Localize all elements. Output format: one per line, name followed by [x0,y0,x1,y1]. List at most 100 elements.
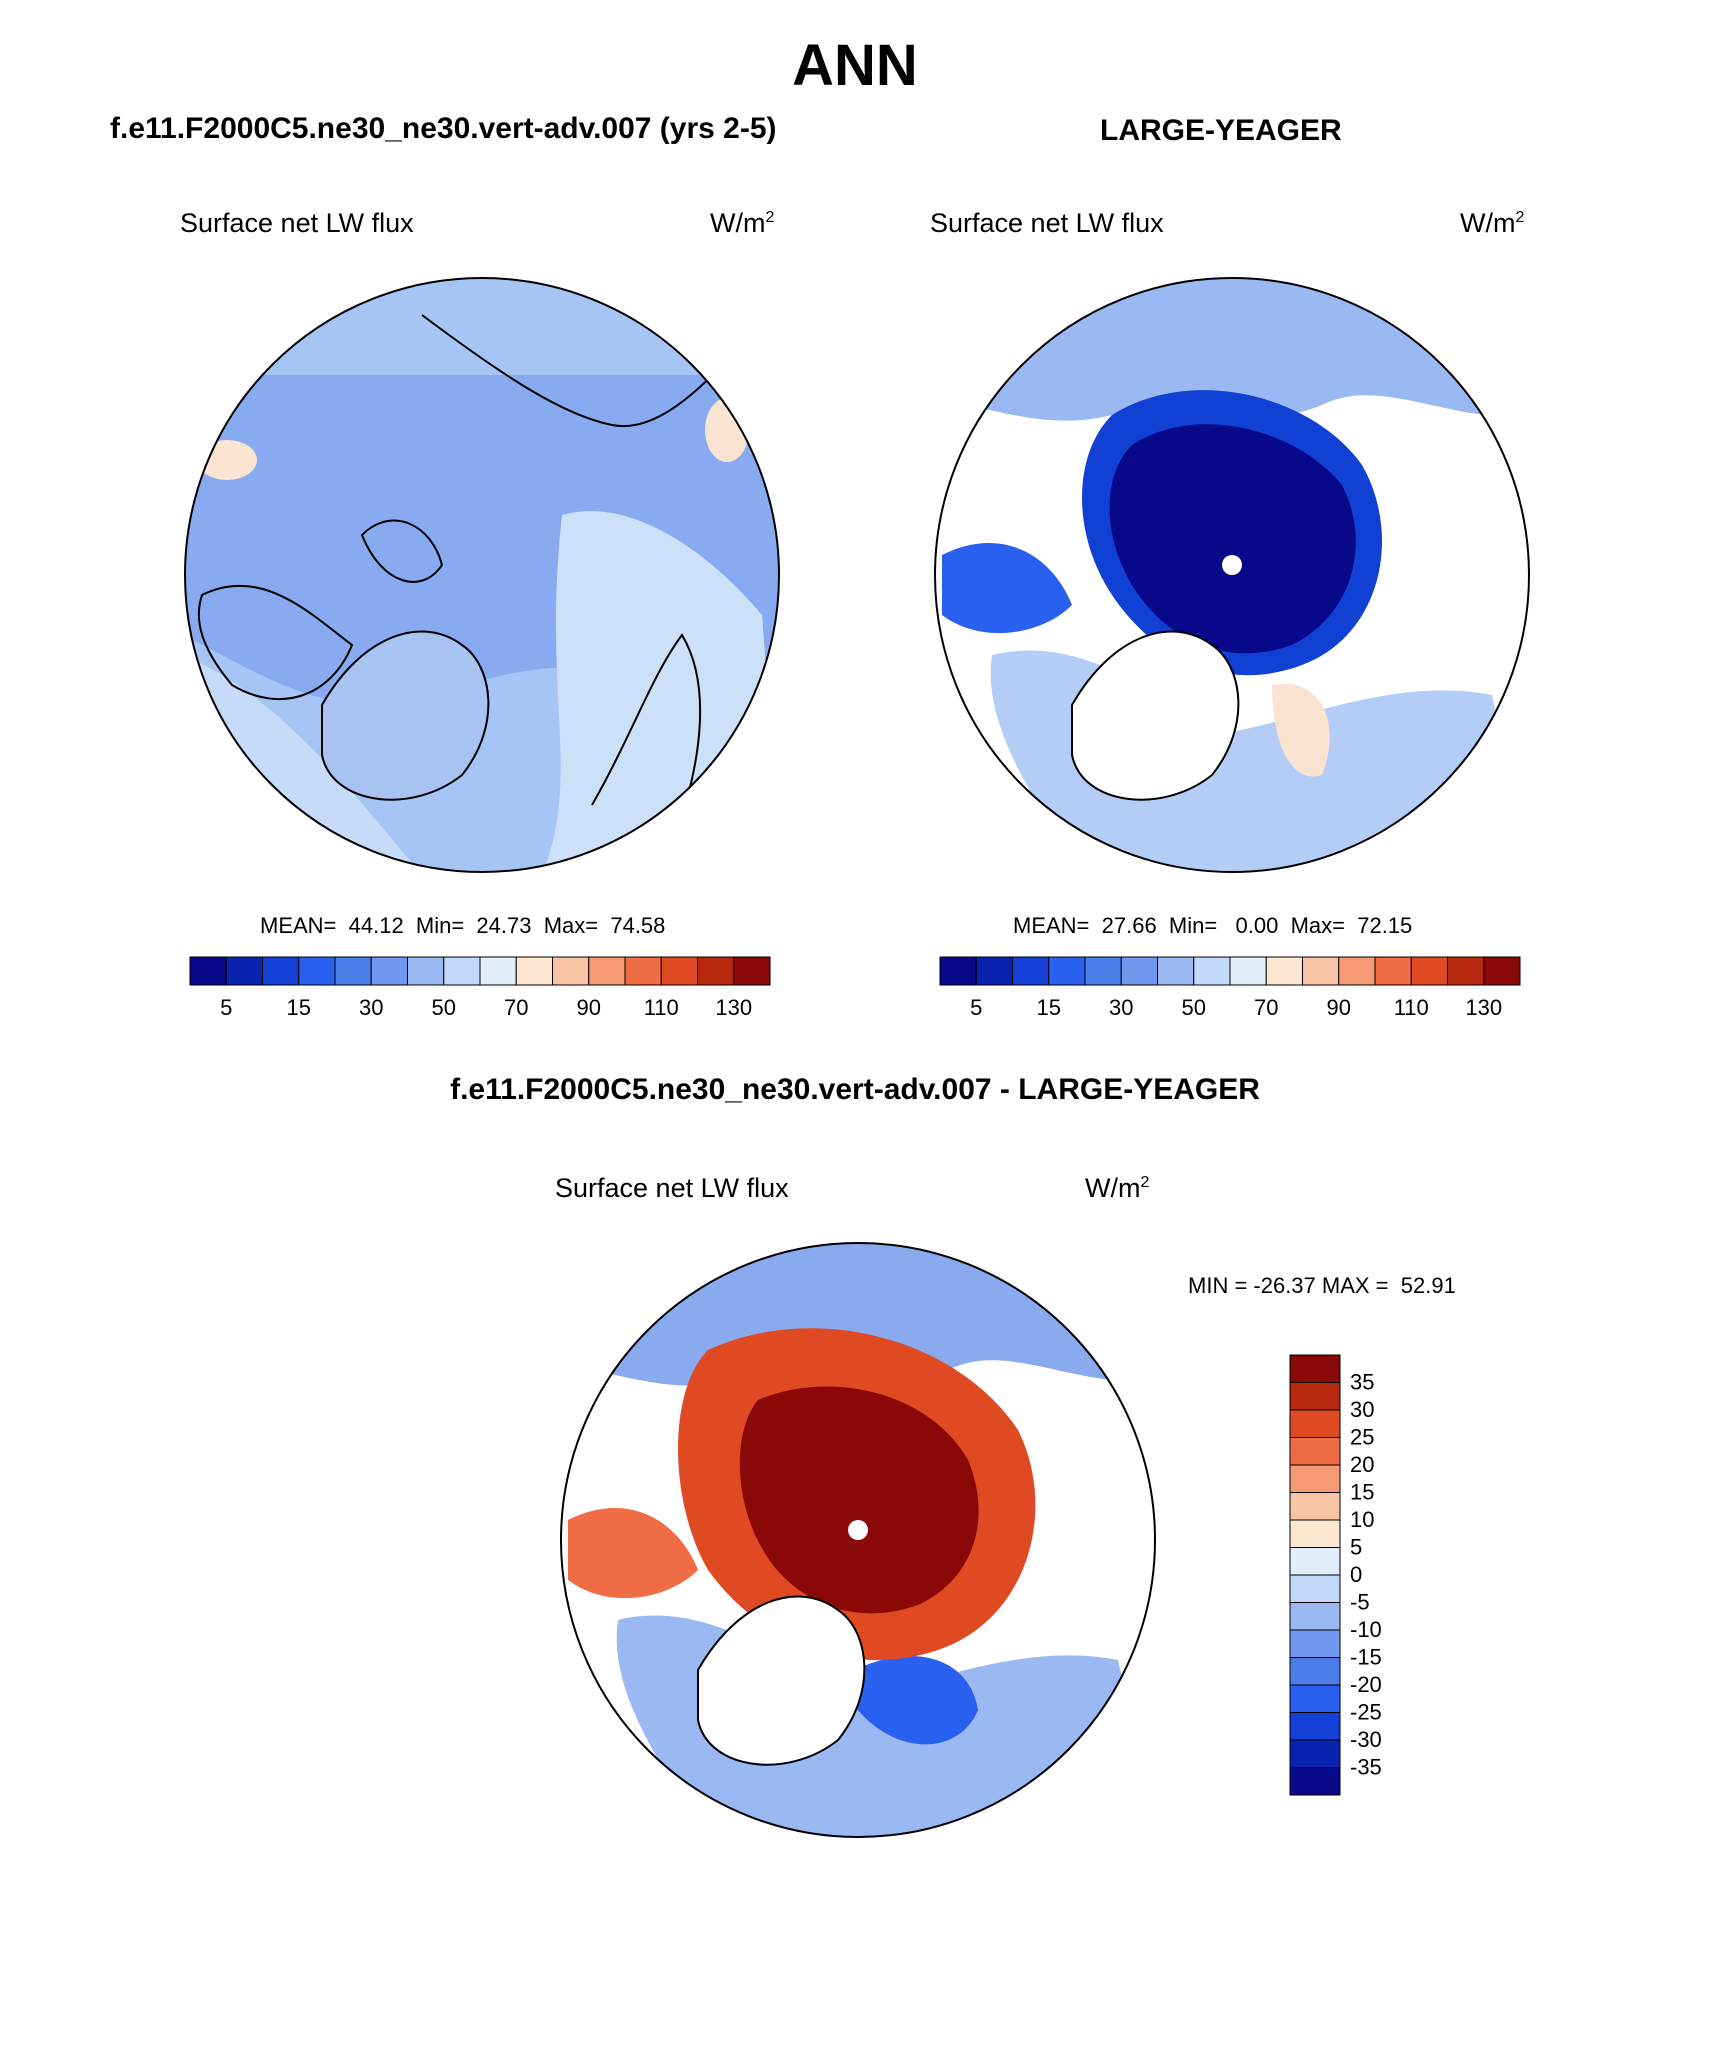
colorbar3-swatch [1289,1464,1341,1493]
colorbar1-swatch [515,956,553,986]
colorbar1-swatch [660,956,698,986]
colorbar2-swatch [1229,956,1267,986]
colorbar3-swatch [1289,1684,1341,1713]
colorbar3-tick-label: 25 [1350,1425,1374,1450]
colorbar1-swatch [624,956,662,986]
colorbar1-swatch [189,956,227,986]
panel1-units-label: W/m2 [710,208,775,238]
colorbar2-tick-label: 30 [1109,995,1133,1020]
colorbar2-tick-label: 70 [1254,995,1278,1020]
colorbar1-swatch [407,956,445,986]
map1-warm-spot-west [197,440,257,480]
panel2-stats: MEAN= 27.66 Min= 0.00 Max= 72.15 [1013,913,1413,938]
panel3-stats: MIN = -26.37 MAX = 52.91 [1188,1273,1456,1298]
colorbar1-swatch [733,956,771,986]
colorbar3-tick-label: -30 [1350,1727,1382,1752]
main-title: ANN [792,33,918,98]
colorbar3-swatch [1289,1602,1341,1631]
colorbar1-tick-label: 15 [287,995,311,1020]
colorbar2-swatch [1338,956,1376,986]
colorbar1-swatch [370,956,408,986]
colorbar3-tick-label: -5 [1350,1590,1370,1615]
colorbar1-tick-label: 5 [220,995,232,1020]
colorbar1-swatch [588,956,626,986]
colorbar1-tick-label: 90 [577,995,601,1020]
colorbar2-swatch [1120,956,1158,986]
panel2-units-label: W/m2 [1460,208,1525,238]
colorbar2-swatch [975,956,1013,986]
colorbar3-tick-label: -25 [1350,1700,1382,1725]
colorbar1-tick-label: 50 [432,995,456,1020]
panel2-variable-label: Surface net LW flux [930,208,1164,238]
colorbar3-swatch [1289,1354,1341,1383]
map2-ocean-warm [1272,683,1330,777]
colorbar2-tick-label: 90 [1327,995,1351,1020]
colorbar2-swatch [1084,956,1122,986]
colorbar3-tick-label: 5 [1350,1535,1362,1560]
colorbar3-swatch [1289,1767,1341,1796]
colorbar1-swatch [552,956,590,986]
map3-core-positive [739,1386,979,1614]
colorbar2-swatch [939,956,977,986]
colorbar1-swatch [697,956,735,986]
colorbar3-tick-label: 30 [1350,1397,1374,1422]
map3-pole-hole [848,1520,868,1540]
colorbar-panel2: 5 15 30 50 70 90 110 130 [939,956,1521,1020]
colorbar-panel1: 5 15 30 50 70 90 110 130 [189,956,771,1020]
colorbar2-swatch [1483,956,1521,986]
map3-norwegian-sea-negative [838,1656,978,1745]
right-panel-subtitle: LARGE-YEAGER [1100,114,1342,147]
map1-coast-scandinavia [591,633,702,846]
colorbar2-tick-label: 50 [1182,995,1206,1020]
map2-hudson-ice [942,543,1072,634]
colorbar3-swatch [1289,1712,1341,1741]
panel3-units-label: W/m2 [1085,1173,1150,1203]
map3-coast-greenland [697,1595,866,1766]
colorbar3-swatch [1289,1492,1341,1521]
colorbar1-tick-label: 30 [359,995,383,1020]
colorbar2-tick-label: 130 [1465,995,1502,1020]
colorbar3-swatch [1289,1382,1341,1411]
colorbar3-tick-label: 20 [1350,1452,1374,1477]
colorbar2-swatch [1048,956,1086,986]
colorbar2-swatch [1410,956,1448,986]
colorbar1-swatch [479,956,517,986]
colorbar2-swatch [1447,956,1485,986]
panel1-stats: MEAN= 44.12 Min= 24.73 Max= 74.58 [260,913,666,938]
colorbar3-swatch [1289,1657,1341,1686]
map2-coast-greenland [1071,630,1240,801]
colorbar1-swatch [334,956,372,986]
panel1-variable-label: Surface net LW flux [180,208,414,238]
map2-ice-core [1109,424,1356,654]
map2-border [934,277,1530,873]
colorbar1-tick-label: 70 [504,995,528,1020]
colorbar2-tick-label: 110 [1394,995,1429,1020]
colorbar3-tick-label: -20 [1350,1672,1382,1697]
map3-border [560,1242,1156,1838]
colorbar1-tick-label: 130 [715,995,752,1020]
map-panel2 [934,277,1530,873]
colorbar3-tick-label: -15 [1350,1645,1382,1670]
colorbar3-tick-label: 10 [1350,1507,1374,1532]
colorbar1-swatch [443,956,481,986]
colorbar2-swatch [1012,956,1050,986]
left-panel-subtitle: f.e11.F2000C5.ne30_ne30.vert-adv.007 (yr… [110,112,777,145]
map-panel1 [184,277,780,873]
colorbar3-tick-label: 0 [1350,1562,1362,1587]
map1-coast-greenland [321,630,490,801]
colorbar3-swatch [1289,1409,1341,1438]
panel3-variable-label: Surface net LW flux [555,1173,789,1203]
colorbar3-tick-label: -10 [1350,1617,1382,1642]
colorbar3-swatch [1289,1547,1341,1576]
colorbar3-swatch [1289,1437,1341,1466]
map2-pole-hole [1222,555,1242,575]
map1-border [184,277,780,873]
colorbar3-swatch [1289,1519,1341,1548]
diff-panel-subtitle: f.e11.F2000C5.ne30_ne30.vert-adv.007 - L… [450,1073,1260,1106]
colorbar2-swatch [1193,956,1231,986]
colorbar1-swatch [225,956,263,986]
map-panel3 [560,1242,1156,1838]
colorbar2-swatch [1302,956,1340,986]
map3-hudson-positive [568,1508,698,1599]
